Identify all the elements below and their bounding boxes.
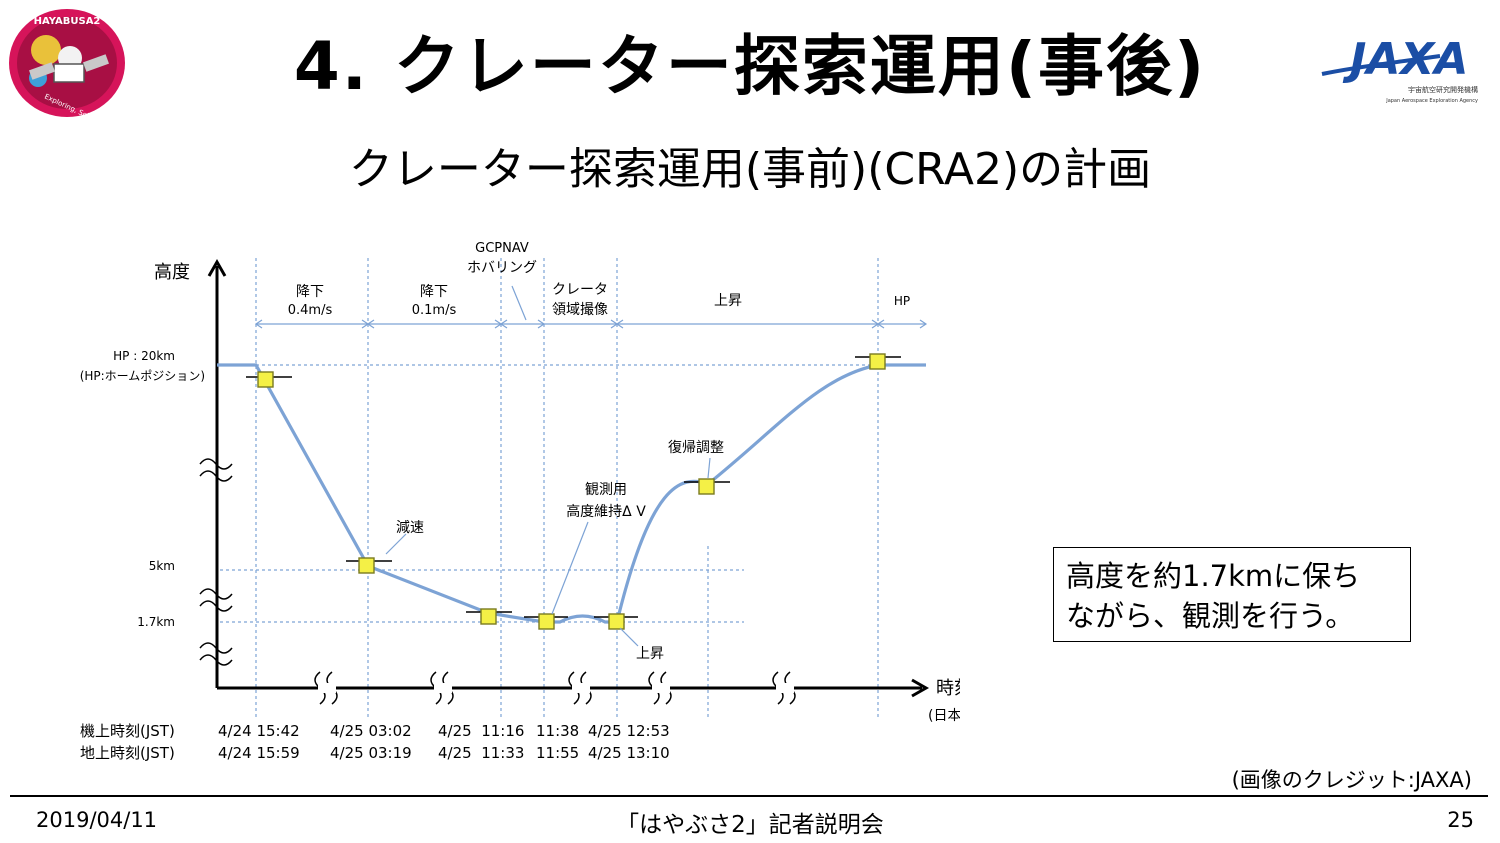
footer-divider: [10, 795, 1488, 797]
event-markers: [246, 353, 901, 630]
time-onboard-3: 4/25 11:16: [438, 722, 524, 740]
time-row-label-ground: 地上時刻(JST): [80, 744, 175, 762]
phase-detail-gcpnav: ホバリング: [467, 260, 537, 276]
time-ground-4: 11:55: [536, 744, 579, 762]
time-row-label-onboard: 機上時刻(JST): [80, 722, 175, 740]
crater-search-operation-diagram: 高度 時刻 (日本時間) HP : 20km (HP:ホームポジション) 5km…: [80, 241, 960, 762]
phase-detail-descent-2: 0.1m/s: [412, 303, 457, 318]
phase-name-descent-2: 降下: [420, 284, 448, 300]
phase-name-descent-1: 降下: [296, 284, 324, 300]
time-ground-1: 4/24 15:59: [218, 744, 300, 762]
slide-subtitle: クレーター探索運用(事前)(CRA2)の計画: [348, 144, 1152, 195]
jaxa-logo-jp: 宇宙航空研究開発機構: [1408, 85, 1478, 94]
phase-arrows: [254, 285, 928, 329]
event-ascent: 上昇: [636, 646, 664, 662]
altitude-label-hp: HP : 20km: [113, 349, 175, 363]
note-line-1: 高度を約1.7kmに保ち: [1066, 559, 1361, 593]
time-onboard-4: 11:38: [536, 722, 579, 740]
altitude-sublabel-hp: (HP:ホームポジション): [80, 369, 205, 383]
phase-name-ascent: 上昇: [714, 293, 742, 309]
altitude-label-5km: 5km: [149, 559, 175, 573]
phase-detail-crater-imaging: 領域撮像: [552, 301, 608, 318]
y-axis-label: 高度: [154, 262, 190, 283]
jaxa-logo-text: JAXA: [1342, 34, 1468, 85]
mission-logo-text: HAYABUSA2: [34, 16, 101, 27]
altitude-note-box: 高度を約1.7kmに保ち ながら、観測を行う。: [1053, 547, 1411, 642]
time-ground-5: 4/25 13:10: [588, 744, 670, 762]
event-return-adjust: 復帰調整: [668, 439, 724, 456]
footer-event-title: 「はやぶさ2」記者説明会: [616, 812, 884, 838]
event-observation-line2: 高度維持Δ V: [566, 503, 646, 520]
time-ground-2: 4/25 03:19: [330, 744, 412, 762]
slide-title: 4. クレーター探索運用(事後): [293, 28, 1207, 105]
note-line-2: ながら、観測を行う。: [1066, 599, 1355, 633]
phase-name-hp: HP: [894, 294, 910, 308]
phase-name-gcpnav: GCPNAV: [475, 241, 529, 256]
event-deceleration: 減速: [396, 519, 424, 536]
hayabusa2-mission-logo: HAYABUSA2 Exploring, Science: [9, 9, 125, 118]
event-observation-line1: 観測用: [585, 481, 627, 498]
time-ground-3: 4/25 11:33: [438, 744, 524, 762]
footer-date: 2019/04/11: [36, 808, 158, 832]
jaxa-logo: JAXA 宇宙航空研究開発機構 Japan Aerospace Explorat…: [1321, 34, 1478, 104]
image-credit: (画像のクレジット:JAXA): [1231, 768, 1472, 792]
callout-leaders: [385, 457, 711, 647]
grid-lines: [220, 258, 879, 718]
axis-break-marks: [199, 458, 796, 705]
x-axis-sublabel: (日本時間): [928, 708, 960, 724]
time-onboard-5: 4/25 12:53: [588, 722, 670, 740]
page-number: 25: [1447, 808, 1474, 832]
phase-name-crater-imaging: クレータ: [552, 282, 608, 298]
jaxa-logo-en: Japan Aerospace Exploration Agency: [1385, 98, 1478, 104]
axes: [207, 258, 930, 698]
trajectory-line: [217, 363, 926, 624]
time-onboard-2: 4/25 03:02: [330, 722, 412, 740]
phase-detail-descent-1: 0.4m/s: [288, 303, 333, 318]
time-onboard-1: 4/24 15:42: [218, 722, 300, 740]
altitude-label-1-7km: 1.7km: [137, 615, 175, 629]
x-axis-label: 時刻: [936, 678, 960, 699]
